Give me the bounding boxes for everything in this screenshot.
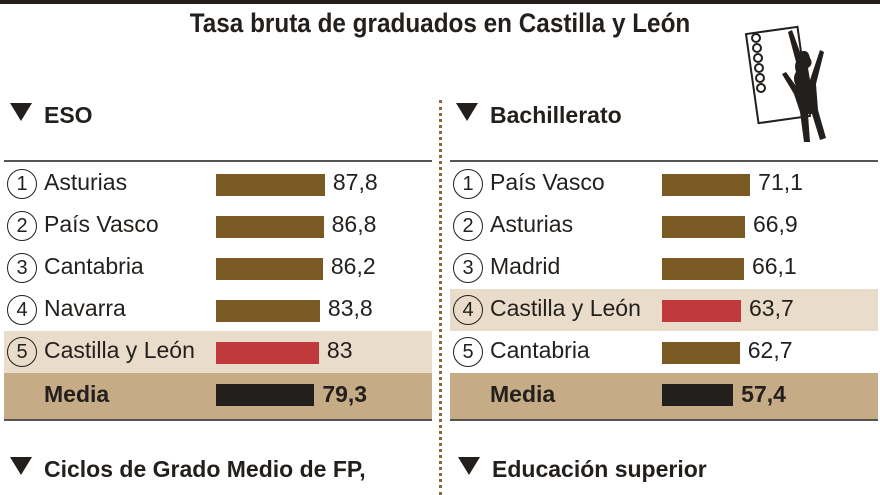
bar-row: 3 Madrid 66,1 [450,247,878,289]
rank-badge: 2 [7,211,37,241]
bottom-rule [4,419,432,421]
rank-badge: 3 [7,253,37,283]
bar-row: 5 Cantabria 62,7 [450,331,878,373]
bar [216,258,323,280]
top-rule [0,0,880,4]
bar-row: 4 Castilla y León 63,7 [450,289,878,331]
heading-label: Bachillerato [490,102,622,128]
bar-row: 4 Navarra 83,8 [4,289,432,331]
value-label: 86,8 [331,211,377,237]
category-label: Media [490,381,556,407]
value-label: 66,9 [752,211,798,237]
rank-badge: 1 [453,169,483,199]
bar-row: 3 Cantabria 86,2 [4,247,432,289]
category-label: Madrid [490,253,561,279]
rank-badge: 2 [453,211,483,241]
value-label: 57,4 [741,381,786,407]
rank-badge: 4 [7,295,37,325]
rank-badge: 1 [7,169,37,199]
bar [662,300,741,322]
rank-badge: 5 [7,337,37,367]
bar [216,216,324,238]
child-notebook-icon [744,25,826,142]
category-label: Castilla y León [44,337,195,363]
category-label: Castilla y León [490,295,641,321]
chart-title: Tasa bruta de graduados en Castilla y Le… [189,8,691,38]
value-label: 66,1 [751,253,797,279]
bar-row: 1 País Vasco 71,1 [450,163,878,205]
bar [662,216,745,238]
section-heading-superior: Educación superior [458,456,707,483]
panel-heading: Bachillerato [456,102,622,129]
section-label: Ciclos de Grado Medio de FP, [44,456,366,482]
triangle-down-icon [458,457,480,475]
triangle-down-icon [456,103,478,121]
value-label: 87,8 [332,169,378,195]
category-label: Cantabria [490,337,590,363]
section-label: Educación superior [492,456,707,482]
category-label: Cantabria [44,253,144,279]
bar-row: 2 País Vasco 86,8 [4,205,432,247]
top-rule [4,160,432,162]
value-label: 62,7 [747,337,793,363]
category-label: País Vasco [44,211,159,237]
value-label: 86,2 [330,253,376,279]
bar-row: 5 Castilla y León 83 [4,331,432,373]
media-row: Media 79,3 [4,373,432,419]
category-label: Navarra [44,295,126,321]
category-label: Asturias [490,211,574,237]
triangle-down-icon [10,103,32,121]
bar-row: 2 Asturias 66,9 [450,205,878,247]
top-rule [450,160,878,162]
bar-row: 1 Asturias 87,8 [4,163,432,205]
bar [662,174,751,196]
bar [216,342,319,364]
value-label: 79,3 [322,381,368,407]
value-label: 83,8 [327,295,373,321]
panel-heading: ESO [10,102,93,129]
bar [216,174,325,196]
category-label: País Vasco [490,169,605,195]
value-label: 83 [326,337,353,363]
category-label: Media [44,381,110,407]
section-heading-fp: Ciclos de Grado Medio de FP, [10,456,366,483]
value-label: 71,1 [758,169,803,195]
bar [216,384,315,406]
column-divider [439,100,442,495]
bottom-rule [450,419,878,421]
rank-badge: 3 [453,253,483,283]
bar [216,300,320,322]
bar [662,384,734,406]
bar [662,258,744,280]
bar [662,342,740,364]
heading-label: ESO [44,102,93,128]
rank-badge: 4 [453,295,483,325]
value-label: 63,7 [748,295,794,321]
category-label: Asturias [44,169,128,195]
media-row: Media 57,4 [450,373,878,419]
rank-badge: 5 [453,337,483,367]
triangle-down-icon [10,457,32,475]
